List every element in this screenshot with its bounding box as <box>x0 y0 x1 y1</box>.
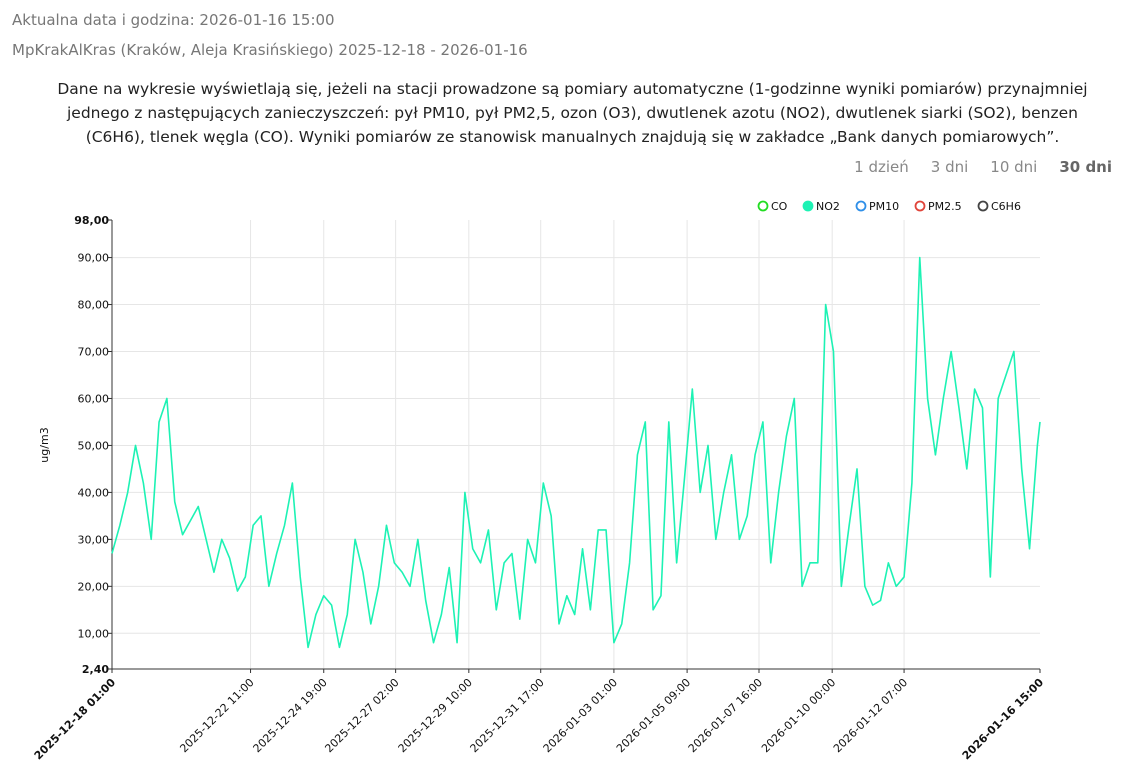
x-tick-label: 2026-01-05 09:00 <box>614 676 693 755</box>
range-selector: 1 dzień 3 dni 10 dni 30 dni <box>854 158 1112 176</box>
legend-label: NO2 <box>816 200 840 213</box>
x-tick-label: 2025-12-22 11:00 <box>177 676 256 755</box>
range-button[interactable]: 30 dni <box>1059 158 1112 176</box>
legend-marker <box>855 200 867 212</box>
y-tick-label: 50,00 <box>78 439 110 452</box>
legend-marker <box>914 200 926 212</box>
y-tick-label: 40,00 <box>78 486 110 499</box>
x-tick-label: 2026-01-12 07:00 <box>831 676 910 755</box>
legend-label: PM2.5 <box>928 200 962 213</box>
range-button[interactable]: 10 dni <box>990 158 1038 176</box>
y-tick-label: 10,00 <box>78 627 110 640</box>
station-range: MpKrakAlKras (Kraków, Aleja Krasińskiego… <box>12 41 528 59</box>
x-tick-label: 2026-01-10 00:00 <box>759 676 838 755</box>
y-tick-label: 98,00 <box>74 214 109 227</box>
notice: Dane na wykresie wyświetlają się, jeżeli… <box>57 80 1088 146</box>
y-tick-label: 90,00 <box>78 252 110 265</box>
y-tick-label: 30,00 <box>78 533 110 546</box>
current-date: Aktualna data i godzina: 2026-01-16 15:0… <box>12 11 335 29</box>
y-tick-label: 20,00 <box>78 580 110 593</box>
range-button[interactable]: 1 dzień <box>854 158 909 176</box>
x-tick-label: 2025-12-29 10:00 <box>396 676 475 755</box>
y-tick-label: 2,40 <box>82 663 109 676</box>
y-tick-label: 60,00 <box>78 392 110 405</box>
x-tick-label: 2026-01-03 01:00 <box>541 676 620 755</box>
data-line <box>111 256 1041 649</box>
x-tick-label: 2026-01-07 16:00 <box>686 676 765 755</box>
legend-label: PM10 <box>869 200 899 213</box>
y-tick-label: 80,00 <box>78 299 110 312</box>
x-tick-label: 2026-01-16 15:00 <box>960 676 1047 763</box>
range-button[interactable]: 3 dni <box>930 158 969 176</box>
legend-marker <box>977 200 989 212</box>
x-tick-label: 2025-12-31 17:00 <box>468 676 547 755</box>
y-axis-label: ug/m3 <box>38 427 51 462</box>
legend-label: C6H6 <box>991 200 1021 213</box>
x-tick-label: 2025-12-27 02:00 <box>322 676 401 755</box>
legend-marker <box>757 200 769 212</box>
legend-marker <box>802 200 814 212</box>
legend-label: CO <box>771 200 788 213</box>
x-tick-label: 2025-12-24 19:00 <box>251 676 330 755</box>
x-tick-label: 2025-12-18 01:00 <box>32 676 119 763</box>
y-tick-label: 70,00 <box>78 346 110 359</box>
